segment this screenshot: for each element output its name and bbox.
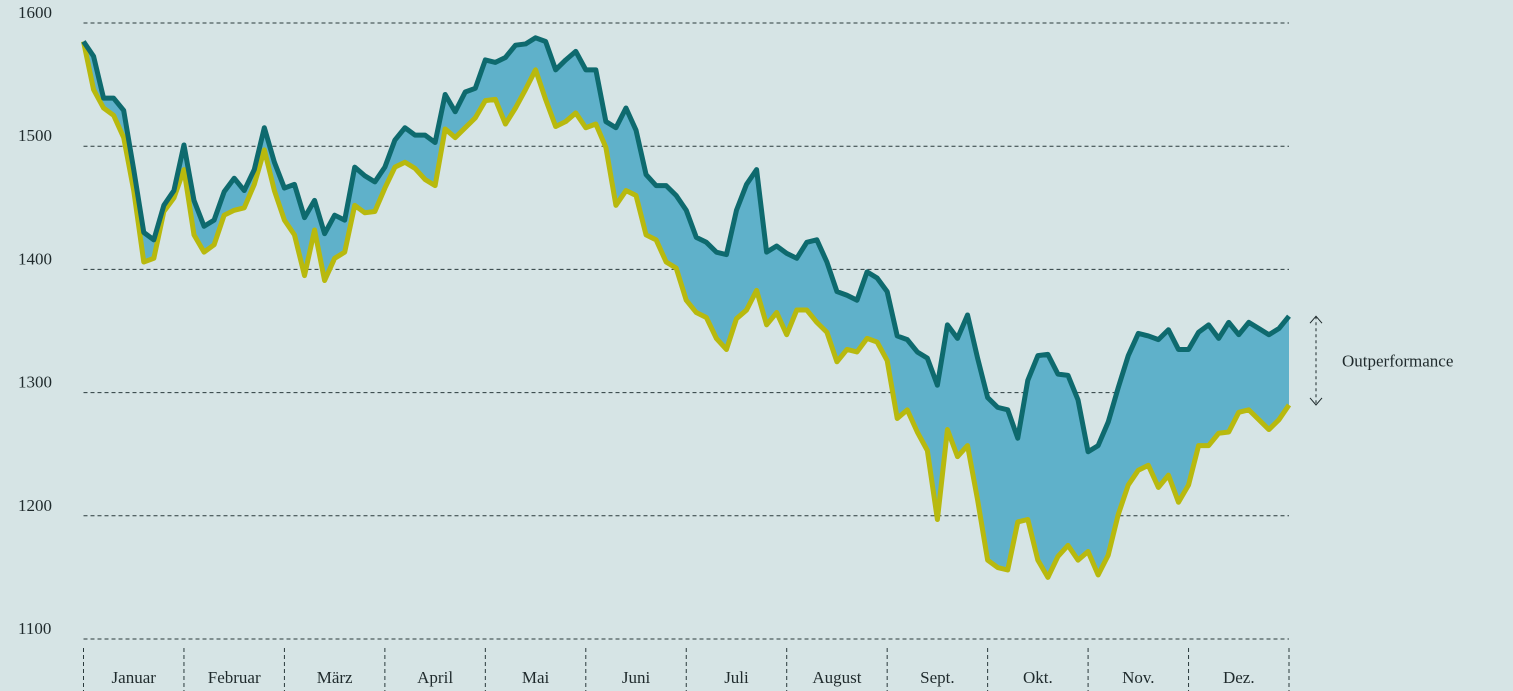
y-tick-label: 1300 <box>18 373 52 392</box>
y-tick-label: 1500 <box>18 126 52 145</box>
series-line <box>81 40 1292 580</box>
x-tick-label: April <box>417 668 453 687</box>
x-tick-label: Sept. <box>920 668 954 687</box>
annotation-arrowhead <box>1309 315 1323 406</box>
plot <box>81 35 1292 580</box>
y-tick-label: 1600 <box>18 3 52 22</box>
x-tick-label: Mai <box>522 668 550 687</box>
series-line <box>81 35 1291 455</box>
y-tick-label: 1400 <box>18 249 52 268</box>
x-tick-label: Juli <box>724 668 749 687</box>
x-tick-label: Juni <box>622 668 651 687</box>
annotation-group: Outperformance <box>1309 315 1453 406</box>
x-tick-label: Okt. <box>1023 668 1053 687</box>
x-tick-label: Dez. <box>1223 668 1255 687</box>
y-tick-label: 1100 <box>18 619 51 638</box>
x-axis: Januar Februar März April Mai Juni Juli August S… <box>83 648 1290 691</box>
y-tick-label: 1200 <box>18 496 52 515</box>
x-tick-label: Februar <box>208 668 261 687</box>
outperformance-area <box>83 37 1289 578</box>
x-tick-label: Januar <box>112 668 157 687</box>
x-tick-label: August <box>812 668 861 687</box>
x-tick-label: Nov. <box>1122 668 1154 687</box>
annotation: Outperformance <box>1342 352 1453 371</box>
x-tick-label: März <box>317 668 353 687</box>
